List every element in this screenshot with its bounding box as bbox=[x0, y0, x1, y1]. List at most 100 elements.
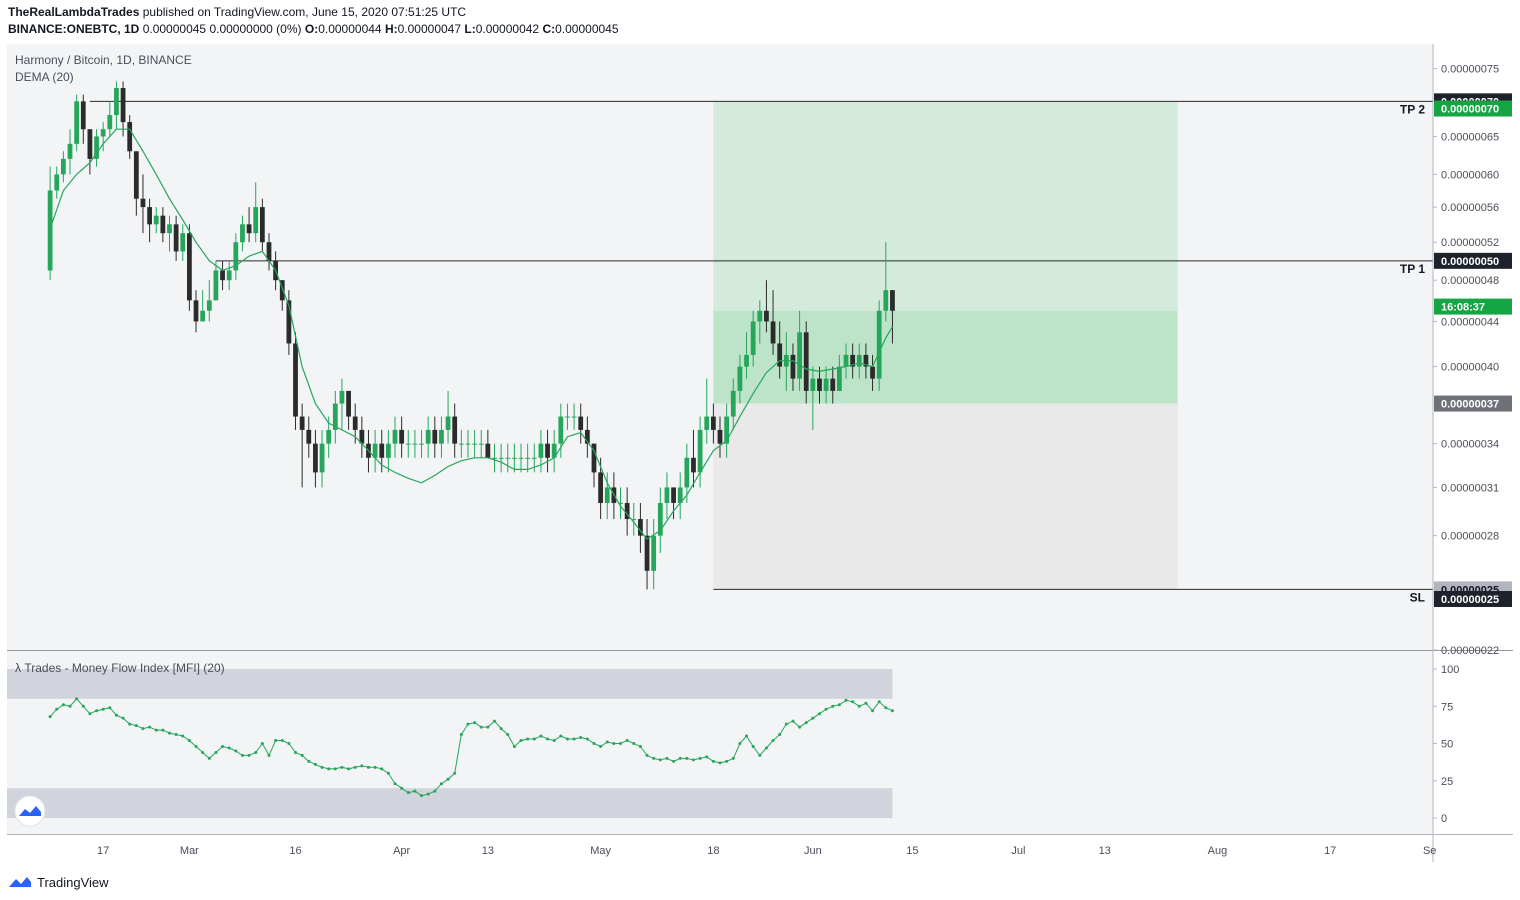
mfi-point bbox=[108, 706, 112, 710]
price-tick-label: 0.00000044 bbox=[1441, 316, 1499, 328]
candle bbox=[651, 519, 657, 590]
price-badge-label: 0.00000070 bbox=[1441, 103, 1499, 115]
candle bbox=[764, 280, 769, 333]
publish-info: TheRealLambdaTrades published on Trading… bbox=[8, 5, 466, 19]
candle-body bbox=[74, 101, 80, 144]
mfi-point bbox=[294, 750, 298, 754]
candle-body bbox=[147, 207, 152, 225]
candle-body bbox=[790, 354, 796, 379]
price-tick-label: 0.00000056 bbox=[1441, 202, 1499, 214]
candle bbox=[94, 129, 99, 167]
tradingview-logo-icon[interactable] bbox=[8, 874, 32, 890]
candle bbox=[671, 487, 676, 520]
candle-body bbox=[233, 242, 239, 271]
candle-body bbox=[114, 87, 119, 116]
candle bbox=[498, 443, 504, 473]
candle-body bbox=[60, 158, 66, 175]
target-lines bbox=[89, 100, 1433, 590]
tradingview-watermark-icon[interactable] bbox=[14, 795, 46, 827]
mfi-point bbox=[167, 731, 171, 735]
dema-line bbox=[49, 128, 893, 540]
candle-body bbox=[439, 429, 444, 444]
mfi-point bbox=[446, 777, 450, 781]
candle bbox=[47, 166, 53, 281]
candle bbox=[187, 224, 192, 311]
candle bbox=[512, 443, 517, 473]
candle bbox=[180, 224, 186, 261]
candle bbox=[432, 416, 438, 458]
candle-body bbox=[644, 535, 650, 571]
price-tick-label: 0.00000048 bbox=[1441, 275, 1499, 287]
mfi-point bbox=[691, 758, 695, 762]
mfi-point bbox=[638, 744, 642, 748]
footer: TradingView bbox=[8, 874, 109, 890]
price-badge-bg bbox=[1434, 100, 1512, 117]
candle-body bbox=[657, 502, 663, 536]
mfi-point bbox=[612, 742, 616, 745]
mfi-point bbox=[148, 725, 152, 729]
mfi-point bbox=[340, 765, 344, 769]
candle bbox=[114, 81, 119, 130]
mfi-point bbox=[565, 737, 569, 741]
time-tick-label: Jul bbox=[1011, 845, 1025, 857]
candle bbox=[704, 378, 710, 444]
time-tick-label: 17 bbox=[1324, 845, 1336, 857]
candle bbox=[750, 310, 756, 367]
time-axis[interactable]: 17 Mar 16 Apr 13 May 18 Jun 15 Jul 13 Aug 17 Se bbox=[97, 845, 1436, 857]
candle-body bbox=[299, 416, 305, 430]
candle-body bbox=[478, 443, 484, 445]
mfi-point bbox=[645, 753, 649, 757]
mfi-point bbox=[552, 739, 556, 743]
mfi-point bbox=[254, 750, 258, 754]
candle-body bbox=[352, 416, 358, 430]
candle bbox=[717, 416, 723, 458]
mfi-point bbox=[890, 709, 894, 713]
candle-body bbox=[883, 290, 889, 311]
candle bbox=[485, 429, 491, 458]
candle-body bbox=[452, 416, 458, 444]
mfi-axis[interactable]: 100 75 50 25 0 bbox=[1433, 664, 1459, 825]
mfi-point bbox=[406, 791, 410, 795]
candle-body bbox=[876, 310, 882, 379]
candle bbox=[140, 174, 146, 234]
brand-name[interactable]: TradingView bbox=[37, 874, 109, 890]
candle bbox=[253, 182, 259, 243]
candle-body bbox=[724, 416, 730, 444]
candle-body bbox=[206, 300, 212, 311]
candle bbox=[545, 429, 550, 473]
mfi-point bbox=[824, 707, 828, 711]
candle-body bbox=[624, 502, 630, 520]
candle bbox=[299, 403, 305, 488]
mfi-point bbox=[459, 733, 463, 737]
candle-body bbox=[246, 224, 252, 234]
time-tick-label: Se bbox=[1423, 845, 1436, 857]
mfi-point bbox=[347, 767, 351, 771]
candle-body bbox=[797, 332, 802, 379]
mfi-legend: λ Trades - Money Flow Index [MFI] (20) bbox=[15, 661, 225, 675]
mfi-tick-label: 25 bbox=[1441, 776, 1453, 788]
candle-body bbox=[750, 321, 756, 355]
mfi-point bbox=[784, 722, 788, 726]
candle-body bbox=[419, 443, 424, 445]
mfi-point bbox=[619, 742, 623, 745]
mfi-point bbox=[393, 782, 397, 786]
published-text: published on TradingView.com, June 15, 2… bbox=[142, 5, 467, 19]
candle bbox=[638, 502, 643, 553]
candle-body bbox=[744, 354, 749, 367]
candle bbox=[107, 101, 113, 137]
candle bbox=[286, 290, 292, 355]
candle bbox=[525, 443, 531, 473]
candle-body bbox=[538, 443, 544, 458]
candle-body bbox=[604, 487, 610, 503]
mfi-point bbox=[512, 744, 516, 748]
candle bbox=[624, 487, 630, 536]
mfi-point bbox=[864, 701, 868, 705]
price-axis[interactable]: 0.00000075 0.00000070 0.00000065 0.00000060… bbox=[1433, 64, 1499, 657]
mfi-point bbox=[214, 750, 218, 754]
author-name[interactable]: TheRealLambdaTrades bbox=[8, 5, 140, 19]
candle bbox=[478, 429, 484, 458]
candle-body bbox=[47, 190, 53, 271]
candle-body bbox=[226, 270, 232, 281]
mfi-point bbox=[791, 719, 795, 723]
